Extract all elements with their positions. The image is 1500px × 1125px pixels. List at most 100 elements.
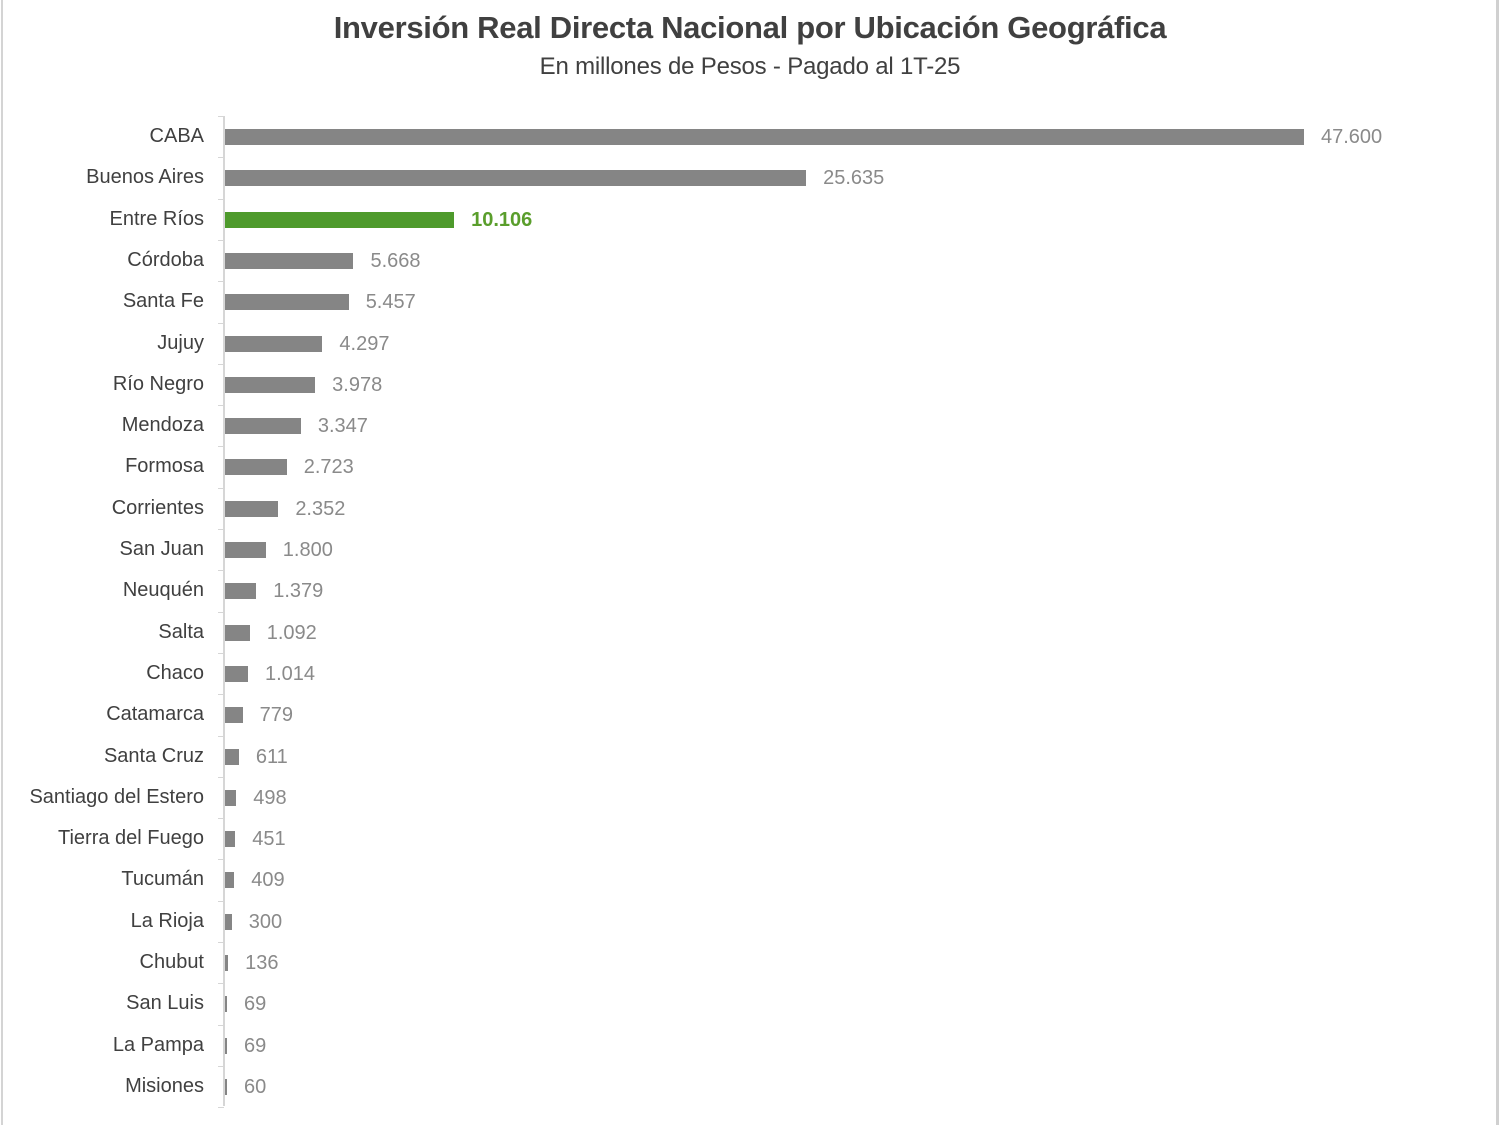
bar-row: Río Negro 3.978: [0, 364, 1500, 405]
bar: [225, 831, 236, 847]
bar: [225, 790, 237, 806]
category-label: Tierra del Fuego: [58, 827, 204, 849]
bar-row: Santa Cruz 611: [0, 736, 1500, 777]
axis-tick: [218, 529, 224, 530]
bar-row: Córdoba 5.668: [0, 240, 1500, 281]
axis-tick: [218, 859, 224, 860]
bar: [225, 749, 239, 765]
axis-tick: [218, 157, 224, 158]
axis-tick: [218, 240, 224, 241]
bar-row: Neuquén 1.379: [0, 570, 1500, 611]
value-label: 498: [253, 787, 287, 809]
bar: [225, 914, 232, 930]
bar: [225, 129, 1304, 145]
bar-row: Tucumán 409: [0, 859, 1500, 900]
category-label: Entre Ríos: [109, 208, 204, 230]
bar: [225, 294, 349, 310]
bar-row: San Juan 1.800: [0, 529, 1500, 570]
value-label: 1.379: [273, 580, 324, 602]
bar: [225, 459, 287, 475]
axis-tick: [218, 405, 224, 406]
bar-row: Entre Ríos 10.106: [0, 199, 1500, 240]
bar: [225, 170, 807, 186]
axis-tick: [218, 983, 224, 984]
category-label: Santiago del Estero: [29, 786, 204, 808]
value-label: 47.600: [1321, 126, 1383, 148]
chart-subtitle: En millones de Pesos - Pagado al 1T-25: [539, 53, 961, 80]
axis-tick: [218, 653, 224, 654]
axis-tick: [218, 446, 224, 447]
axis-tick: [218, 818, 224, 819]
category-label: Misiones: [125, 1075, 204, 1097]
category-label: Mendoza: [121, 414, 204, 436]
value-label: 451: [252, 828, 286, 850]
bar: [225, 955, 229, 971]
bar-row: Chaco 1.014: [0, 653, 1500, 694]
category-label: CABA: [149, 125, 204, 147]
category-label: Jujuy: [157, 332, 204, 354]
category-label: Córdoba: [127, 249, 204, 271]
category-label: Río Negro: [112, 373, 204, 395]
bar: [225, 707, 243, 723]
bar: [225, 377, 316, 393]
value-label: 611: [255, 746, 288, 768]
axis-tick: [218, 1025, 224, 1026]
value-label: 69: [244, 1035, 267, 1057]
bar: [225, 625, 250, 641]
value-label: 2.352: [295, 498, 346, 520]
bar-highlighted: [225, 212, 455, 228]
value-label: 5.457: [365, 291, 416, 313]
category-label: La Rioja: [130, 910, 204, 932]
value-label: 2.723: [303, 456, 354, 478]
category-axis-line: [223, 116, 225, 1106]
bar-row: San Luis 69: [0, 983, 1500, 1024]
axis-tick: [218, 736, 224, 737]
value-label: 4.297: [339, 333, 390, 355]
category-label: San Juan: [119, 538, 204, 560]
axis-tick: [218, 612, 224, 613]
axis-tick: [218, 570, 224, 571]
value-label: 69: [244, 993, 267, 1015]
category-label: Neuquén: [122, 579, 204, 601]
bar: [225, 583, 257, 599]
value-label: 1.014: [264, 663, 316, 685]
value-label: 5.668: [370, 250, 421, 272]
bar: [225, 1079, 227, 1095]
category-label: Salta: [158, 621, 204, 643]
bar-row: Misiones 60: [0, 1066, 1500, 1107]
chart-frame-right-border: [1496, 0, 1499, 1125]
value-label: 60: [244, 1076, 267, 1098]
axis-tick: [218, 901, 224, 902]
axis-tick: [218, 323, 224, 324]
bar: [225, 666, 248, 682]
bar-row: Tierra del Fuego 451: [0, 818, 1500, 859]
value-label: 409: [251, 869, 285, 891]
bar: [225, 996, 227, 1012]
chart-frame-left-border: [1, 0, 3, 1125]
value-label: 3.978: [332, 374, 383, 396]
bar-row: Jujuy 4.297: [0, 323, 1500, 364]
bar: [225, 872, 235, 888]
value-label: 3.347: [317, 415, 368, 437]
value-label: 779: [259, 704, 294, 726]
value-label: 1.092: [266, 622, 317, 644]
bar-row: Mendoza 3.347: [0, 405, 1500, 446]
chart-title: Inversión Real Directa Nacional por Ubic…: [333, 10, 1167, 45]
bar: [225, 542, 266, 558]
axis-tick: [218, 281, 224, 282]
category-label: Santa Cruz: [103, 745, 204, 767]
value-label: 136: [245, 952, 279, 974]
axis-tick: [218, 1066, 224, 1067]
value-label: 10.106: [471, 209, 533, 231]
axis-tick: [218, 777, 224, 778]
bar-row: Santa Fe 5.457: [0, 281, 1500, 322]
bar-row: Formosa 2.723: [0, 446, 1500, 487]
axis-tick: [218, 116, 224, 117]
bar: [225, 336, 323, 352]
bar-row: Buenos Aires 25.635: [0, 157, 1500, 198]
bar-row: La Rioja 300: [0, 901, 1500, 942]
bar: [225, 418, 301, 434]
bar-row: Chubut 136: [0, 942, 1500, 983]
axis-tick: [218, 694, 224, 695]
